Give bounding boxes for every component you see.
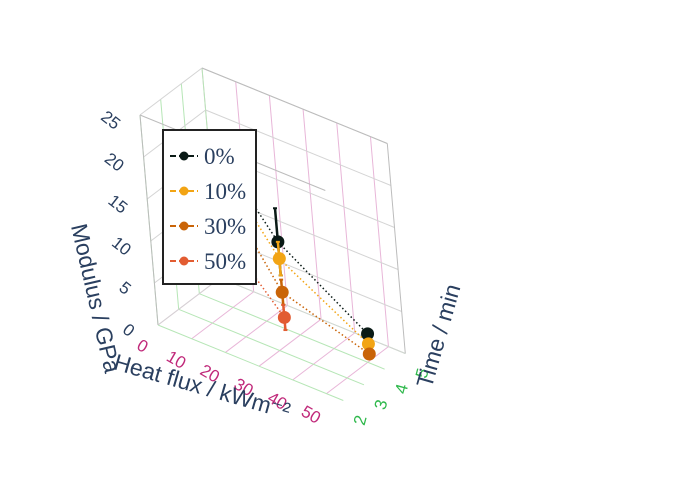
y-tick-label: 5 <box>412 366 433 380</box>
x-tick-label: 50 <box>298 402 324 428</box>
side-wall-gridline-z <box>139 67 203 116</box>
y-tick-label: 3 <box>371 398 392 412</box>
legend-box <box>162 129 257 285</box>
z-tick-label: 15 <box>105 191 132 218</box>
legend-label: 10% <box>204 179 246 204</box>
floor-gridline-x <box>292 332 356 381</box>
box-edge-top-back <box>201 67 388 144</box>
data-point[interactable] <box>275 285 289 299</box>
y-tick-label: 4 <box>391 382 412 396</box>
z-tick-label: 10 <box>108 233 135 260</box>
back-wall-gridline-z <box>219 277 406 354</box>
legend-label: 0% <box>204 144 235 169</box>
data-point[interactable] <box>277 310 291 324</box>
floor-gridline-y <box>157 324 344 401</box>
legend-item[interactable]: 0% <box>170 144 235 169</box>
legend-item[interactable]: 10% <box>170 179 246 204</box>
back-wall-gridline-x <box>302 109 322 320</box>
back-wall-gridline-x <box>268 95 288 306</box>
legend-item[interactable]: 50% <box>170 249 246 274</box>
z-tick-label: 25 <box>97 107 124 134</box>
floor-gridline-x <box>191 291 254 340</box>
legend-item[interactable]: 30% <box>170 214 246 239</box>
legend-marker <box>179 221 189 231</box>
data-point[interactable] <box>361 337 375 351</box>
back-wall-gridline-x <box>336 122 356 333</box>
series-line <box>231 245 285 318</box>
box-edge-front-left <box>139 114 159 326</box>
back-wall-gridline-x <box>369 136 389 347</box>
z-tick-label: 0 <box>119 320 138 341</box>
floor-gridline-x <box>258 318 322 367</box>
x-axis-title: Heat flux / kWm⁻² <box>111 349 294 424</box>
floor-gridline-x <box>225 305 288 353</box>
back-wall-gridline-z <box>205 109 392 186</box>
legend-label: 50% <box>204 249 246 274</box>
floor-gridline-y <box>178 308 365 386</box>
z-tick-label: 20 <box>101 149 128 176</box>
legend-marker <box>179 186 189 196</box>
legend-marker <box>179 256 189 266</box>
legend-label: 30% <box>204 214 246 239</box>
data-point[interactable] <box>272 252 286 266</box>
floor-gridline-x <box>326 346 389 395</box>
data-point[interactable] <box>361 327 375 341</box>
series-line <box>224 161 369 335</box>
data-point[interactable] <box>362 347 376 361</box>
legend-marker <box>179 151 189 161</box>
floor-gridline-y <box>199 293 385 370</box>
box-edge-back-right <box>386 143 406 354</box>
y-tick-label: 2 <box>350 413 371 427</box>
y-axis-title: Time / min <box>411 281 465 391</box>
z-tick-label: 5 <box>115 278 134 299</box>
side-wall-gridline-z <box>157 277 221 326</box>
legend[interactable]: 0% 10% 30% 50% <box>162 129 257 285</box>
